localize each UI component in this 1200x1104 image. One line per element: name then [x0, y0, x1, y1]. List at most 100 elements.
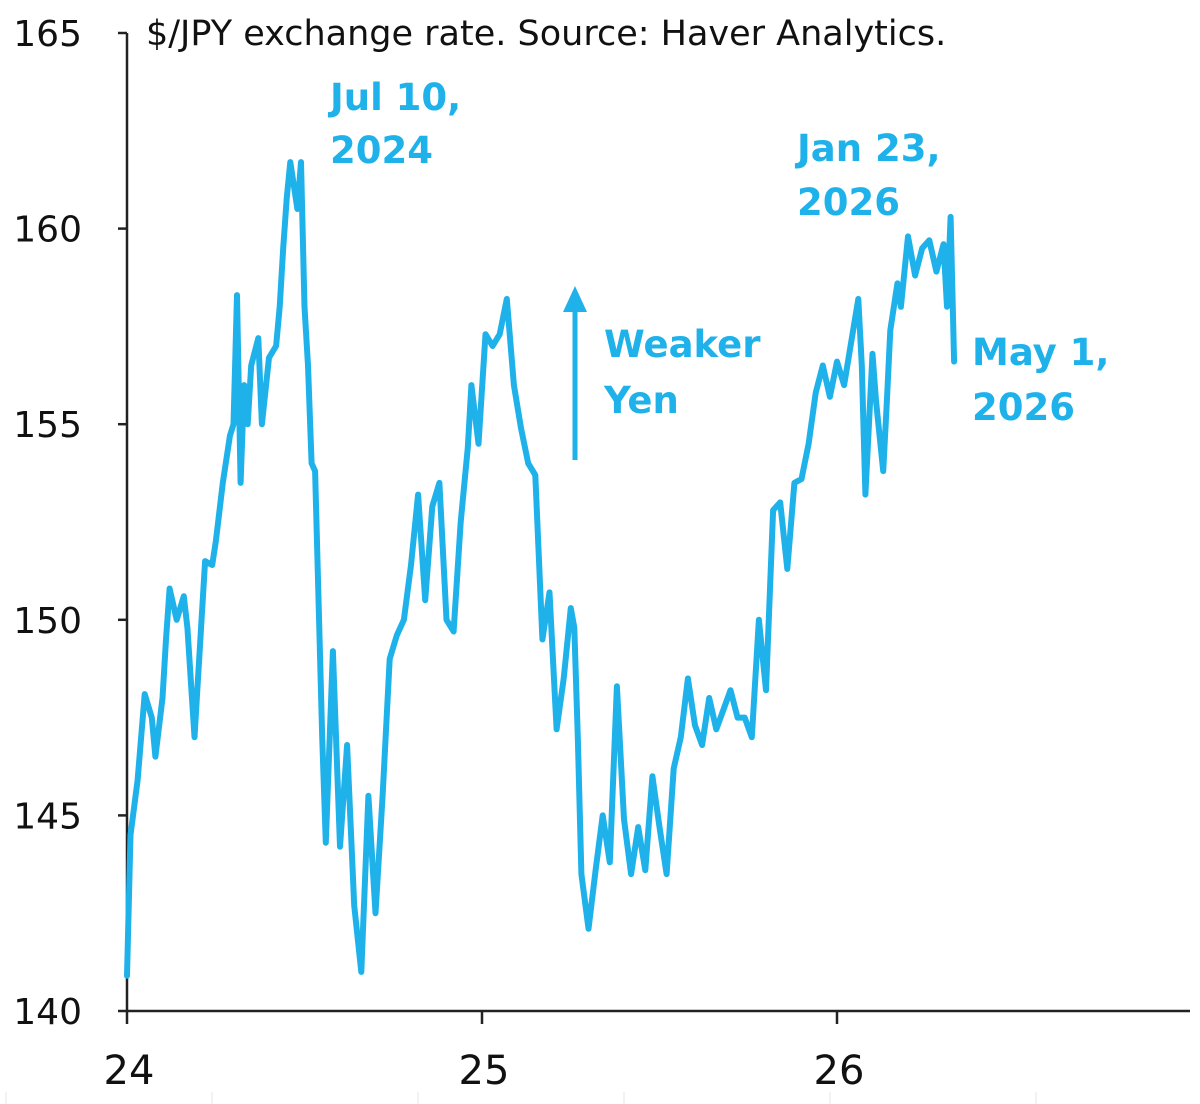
data-point [387, 656, 393, 662]
data-point [184, 625, 190, 631]
data-point [465, 445, 471, 451]
data-point [241, 382, 247, 388]
data-point [181, 593, 187, 599]
series-points [124, 159, 957, 979]
data-point [128, 832, 133, 838]
data-point [763, 687, 769, 693]
data-point [532, 472, 538, 478]
data-point [905, 233, 911, 239]
annotation-jan-23-2026: Jan 23, 2026 [794, 127, 941, 224]
data-point [862, 492, 868, 498]
data-point [330, 648, 336, 654]
data-point [284, 194, 290, 200]
data-point [351, 902, 357, 908]
data-point [912, 273, 918, 278]
data-point [791, 480, 797, 486]
data-point [806, 441, 812, 447]
data-point [142, 691, 148, 697]
data-point [728, 687, 733, 693]
data-point [394, 632, 400, 638]
data-point [192, 734, 197, 740]
data-point [926, 237, 932, 243]
weaker-yen-line-2: Yen [603, 379, 679, 422]
data-point [380, 793, 386, 799]
data-point [238, 480, 244, 486]
data-point [518, 425, 524, 431]
data-point [255, 335, 261, 341]
annotation-jul-10-2024: Jul 10, 2024 [327, 76, 461, 172]
x-tick-label: 26 [814, 1048, 865, 1094]
usdjpy-series-line [124, 159, 958, 979]
data-point [539, 636, 545, 642]
data-point [195, 676, 201, 681]
data-point [944, 304, 950, 310]
data-point [855, 296, 861, 302]
data-point [735, 715, 741, 721]
data-point [365, 793, 371, 799]
data-point [152, 754, 158, 760]
data-point [951, 359, 957, 365]
data-point [571, 625, 577, 631]
data-point [149, 715, 155, 721]
data-point [614, 683, 620, 689]
data-point [554, 726, 560, 732]
data-point [124, 973, 130, 979]
data-point [408, 562, 414, 568]
data-point [259, 421, 265, 427]
x-tick-label: 25 [459, 1048, 510, 1094]
data-point [277, 304, 283, 310]
x-tick-label: 24 [104, 1048, 155, 1094]
data-point [163, 636, 169, 642]
data-point [848, 339, 854, 345]
data-point [280, 245, 286, 251]
data-point [429, 503, 435, 509]
data-point [401, 617, 407, 623]
data-point [319, 734, 325, 740]
data-point [859, 363, 865, 368]
data-point [309, 460, 315, 466]
data-point [483, 331, 488, 337]
data-point [511, 382, 517, 388]
data-point [720, 707, 726, 713]
data-point [287, 159, 293, 165]
up-arrowhead-icon [563, 286, 587, 312]
data-point [834, 359, 840, 365]
data-point [692, 722, 698, 728]
data-point [813, 390, 819, 396]
data-point [302, 304, 307, 310]
data-point [799, 476, 804, 482]
data-point [870, 351, 875, 357]
data-point [174, 617, 180, 623]
data-point [135, 777, 141, 783]
data-point [742, 715, 748, 721]
data-point [415, 492, 421, 498]
data-point [294, 206, 300, 212]
data-point [827, 394, 833, 400]
data-point [504, 296, 510, 302]
data-point [525, 460, 531, 466]
data-point [213, 539, 219, 545]
data-point [841, 382, 847, 388]
data-point [894, 280, 900, 286]
data-point [898, 304, 904, 310]
data-point [373, 910, 378, 916]
annotation-peak-2024-line-1: Jul 10, [327, 76, 461, 119]
y-tick-label: 150 [13, 601, 82, 642]
data-point [561, 676, 567, 681]
data-point [664, 871, 670, 877]
data-point [593, 867, 599, 873]
annotation-peak-2026-line-1: Jan 23, [794, 127, 941, 170]
chart-title: $/JPY exchange rate. Source: Haver Analy… [146, 14, 946, 54]
data-point [699, 742, 705, 748]
data-point [887, 327, 893, 333]
y-tick-label: 145 [13, 796, 82, 837]
data-point [635, 824, 641, 830]
y-axis: 140 145 150 155 160 165 [13, 14, 129, 1033]
data-point [547, 589, 552, 595]
data-point [344, 742, 350, 748]
data-point [476, 441, 481, 447]
data-point [621, 816, 627, 822]
data-point [578, 871, 584, 877]
weaker-yen-line-1: Weaker [604, 323, 761, 366]
